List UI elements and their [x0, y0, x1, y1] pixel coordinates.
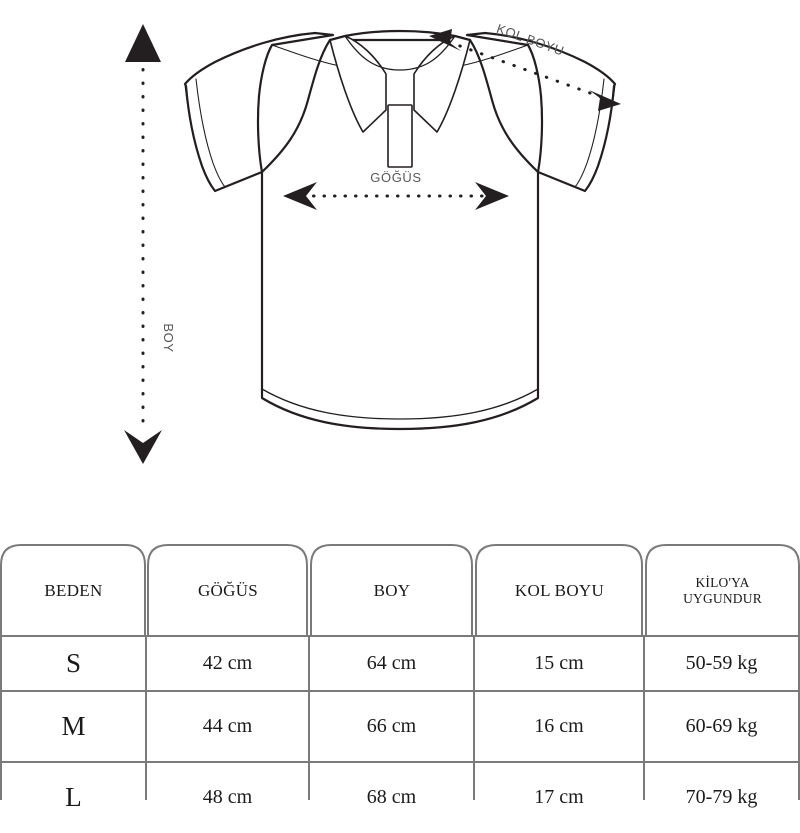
sleeve-length-dotted-line — [447, 40, 603, 99]
table-cell-kol-boyu: 15 cm — [534, 652, 584, 675]
shirt-body — [260, 38, 540, 431]
right-shoulder-seam — [527, 44, 543, 173]
table-cell-gogus: 44 cm — [202, 715, 253, 738]
table-cell-kilo: 70-79 kg — [685, 786, 758, 809]
table-cell-boy: 68 cm — [366, 786, 417, 809]
collar-right — [413, 35, 471, 133]
length-label: BOY — [161, 323, 176, 352]
left-shoulder-seam — [257, 44, 273, 173]
chest-dimension: GÖĞÜS — [283, 170, 509, 210]
table-header-kilo: KİLO'YA UYGUNDUR — [646, 545, 799, 636]
length-dimension: BOY — [124, 24, 176, 464]
length-arrow-bottom — [124, 430, 162, 464]
garment-diagram: KOL BOYU GÖĞÜS BOY — [124, 21, 621, 464]
size-chart-page: KOL BOYU GÖĞÜS BOY — [0, 20, 800, 813]
table-cell-kol-boyu: 16 cm — [534, 715, 584, 738]
table-cell-kilo: 50-59 kg — [685, 652, 758, 675]
left-yoke-line — [271, 44, 341, 67]
table-header-kilo-line1: KİLO'YA — [695, 575, 750, 591]
table-cell-kilo: 60-69 kg — [685, 715, 758, 738]
table-cell-gogus: 42 cm — [202, 652, 253, 675]
table-row: S — [65, 648, 82, 679]
table-cell-kol-boyu: 17 cm — [534, 786, 584, 809]
table-header-kilo-line2: UYGUNDUR — [683, 590, 762, 606]
table-cell-gogus: 48 cm — [202, 786, 253, 809]
table-row: L — [65, 782, 82, 813]
sleeve-length-arrow-right — [589, 90, 621, 111]
size-table: BEDEN GÖĞÜS BOY KOL BOYU KİLO'YA UYGUNDU… — [0, 537, 800, 812]
table-header-kol-boyu: KOL BOYU — [514, 580, 605, 600]
table-cell-boy: 64 cm — [366, 652, 417, 675]
chest-arrow-left — [283, 182, 317, 210]
length-arrow-top — [125, 24, 161, 62]
placket — [387, 104, 413, 168]
left-sleeve-cuff-inner — [195, 78, 226, 188]
sleeve-length-arrow-left — [429, 29, 461, 51]
table-header-gogus: GÖĞÜS — [197, 580, 259, 600]
chest-arrow-right — [475, 182, 509, 210]
polo-shirt-drawing — [183, 29, 617, 431]
chest-label: GÖĞÜS — [370, 170, 421, 185]
table-header-boy: BOY — [373, 580, 411, 600]
table-cell-boy: 66 cm — [366, 715, 417, 738]
table-header-beden: BEDEN — [44, 580, 103, 600]
left-sleeve-cuff — [184, 83, 216, 192]
collar-left — [329, 35, 387, 133]
table-row: M — [61, 711, 86, 742]
shirt-hem-band — [261, 388, 539, 420]
collar-stand — [344, 35, 456, 71]
